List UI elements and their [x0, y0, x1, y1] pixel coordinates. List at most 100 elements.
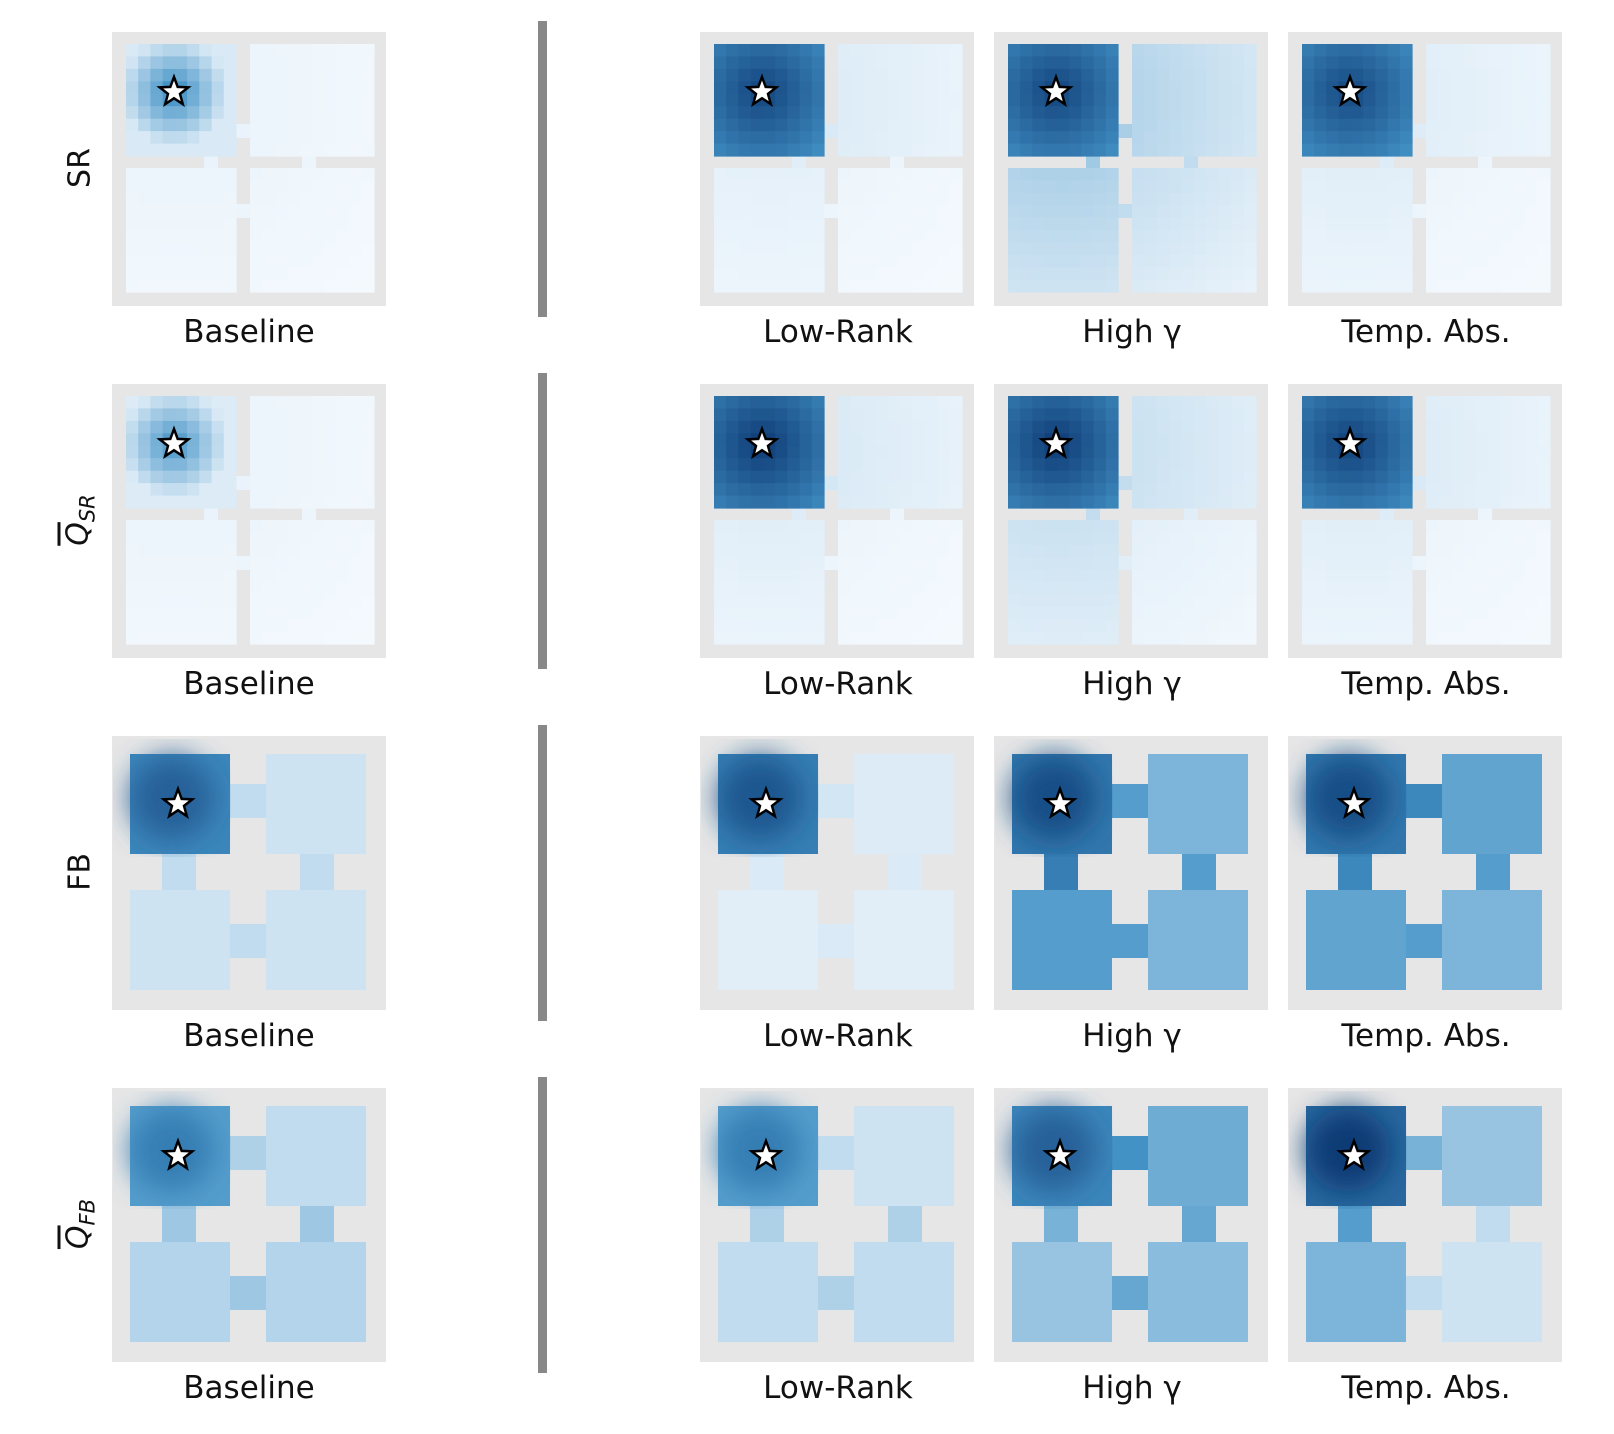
heatmap-cell	[1450, 420, 1464, 434]
heatmap-cell	[150, 192, 164, 206]
heatmap-cell	[1399, 420, 1413, 434]
heatmap-cell	[138, 217, 151, 231]
heatmap-cell	[726, 408, 739, 422]
heatmap-cell	[312, 470, 325, 484]
heatmap-cell	[211, 242, 225, 256]
goal-star-icon	[156, 73, 192, 107]
corridor	[1476, 1206, 1510, 1242]
heatmap-cell	[126, 569, 139, 583]
heatmap-cell	[1450, 532, 1464, 546]
heatmap-cell	[126, 606, 139, 620]
heatmap-cell	[714, 279, 727, 293]
heatmap-cell	[1206, 408, 1220, 422]
heatmap-cell	[1500, 582, 1514, 595]
heatmap-cell	[1181, 230, 1195, 243]
heatmap-cell	[299, 544, 313, 558]
heatmap-cell	[787, 420, 801, 434]
heatmap-cell	[1008, 631, 1021, 645]
heatmap-cell	[1475, 93, 1489, 107]
heatmap-cell	[900, 56, 913, 70]
heatmap-cell	[1537, 445, 1551, 459]
heatmap-cell	[274, 445, 288, 459]
heatmap-cell	[174, 205, 188, 219]
room-region	[1306, 1242, 1406, 1342]
heatmap-cell	[1302, 544, 1315, 558]
heatmap-cell	[1231, 408, 1245, 422]
heatmap-cell	[875, 483, 889, 497]
heatmap-cell	[762, 118, 776, 132]
heatmap-cell	[361, 582, 375, 595]
heatmap-cell	[199, 408, 213, 422]
heatmap-cell	[949, 180, 963, 194]
heatmap-cell	[1243, 205, 1257, 219]
heatmap-cell	[223, 279, 237, 293]
heatmap-cell	[937, 93, 951, 107]
heatmap-cell	[361, 205, 375, 219]
heatmap-cell	[187, 254, 200, 268]
heatmap-cell	[138, 445, 151, 459]
heatmap-cell	[850, 544, 864, 558]
heatmap-cell	[912, 619, 926, 633]
heatmap-cell	[199, 520, 213, 533]
heatmap-cell	[138, 569, 151, 583]
heatmap-cell	[762, 56, 776, 70]
heatmap-cell	[250, 458, 263, 472]
heatmap-cell	[174, 56, 188, 70]
heatmap-cell	[262, 56, 276, 70]
heatmap-cell	[1450, 106, 1464, 120]
heatmap-cell	[1387, 192, 1401, 206]
heatmap-cell	[1069, 131, 1082, 145]
heatmap-cell	[162, 569, 176, 583]
heatmap-cell	[1450, 230, 1464, 243]
heatmap-cell	[912, 230, 926, 243]
heatmap-cell	[1438, 242, 1452, 256]
corridor	[1182, 854, 1216, 890]
heatmap-cell	[924, 168, 938, 181]
heatmap-cell	[1008, 131, 1021, 145]
heatmap-cell	[1032, 118, 1046, 132]
heatmap-cell	[924, 143, 938, 157]
heatmap-cell	[349, 205, 363, 219]
heatmap-cell	[1537, 93, 1551, 107]
heatmap-cell	[949, 569, 963, 583]
heatmap-cell	[1338, 267, 1352, 281]
heatmap-cell	[1375, 81, 1389, 95]
heatmap-cell	[937, 408, 951, 422]
heatmap-cell	[738, 532, 752, 546]
heatmap-cell	[775, 118, 788, 132]
heatmap-cell	[1302, 396, 1315, 409]
heatmap-cell	[850, 44, 864, 57]
heatmap-cell	[126, 93, 139, 107]
goal-star-icon	[1332, 425, 1368, 459]
heatmap-cell	[875, 606, 889, 620]
heatmap-cell	[336, 56, 350, 70]
heatmap-cell	[1537, 106, 1551, 120]
heatmap-cell	[211, 143, 225, 157]
heatmap-cell	[850, 205, 864, 219]
heatmap-cell	[887, 606, 901, 620]
heatmap-cell	[223, 68, 237, 82]
heatmap-cell	[1231, 445, 1245, 459]
heatmap-cell	[1069, 254, 1082, 268]
heatmap-cell	[1314, 131, 1327, 145]
heatmap-cell	[1132, 631, 1145, 645]
heatmap-cell	[349, 192, 363, 206]
heatmap-cell	[223, 143, 237, 157]
heatmap-cell	[714, 180, 727, 194]
heatmap-cell	[949, 205, 963, 219]
heatmap-cell	[862, 594, 876, 608]
heatmap-cell	[1387, 168, 1401, 181]
heatmap-cell	[1181, 56, 1195, 70]
heatmap-cell	[887, 217, 901, 231]
heatmap-cell	[1231, 205, 1245, 219]
heatmap-cell	[1044, 408, 1058, 422]
heatmap-cell	[1426, 582, 1439, 595]
heatmap-cell	[750, 106, 764, 120]
heatmap-cell	[714, 205, 727, 219]
heatmap-cell	[714, 458, 727, 472]
heatmap-cell	[262, 619, 276, 633]
heatmap-cell	[1512, 544, 1526, 558]
heatmap-cell	[1081, 433, 1095, 447]
heatmap-cell	[775, 619, 788, 633]
goal-star-icon	[1038, 425, 1074, 459]
